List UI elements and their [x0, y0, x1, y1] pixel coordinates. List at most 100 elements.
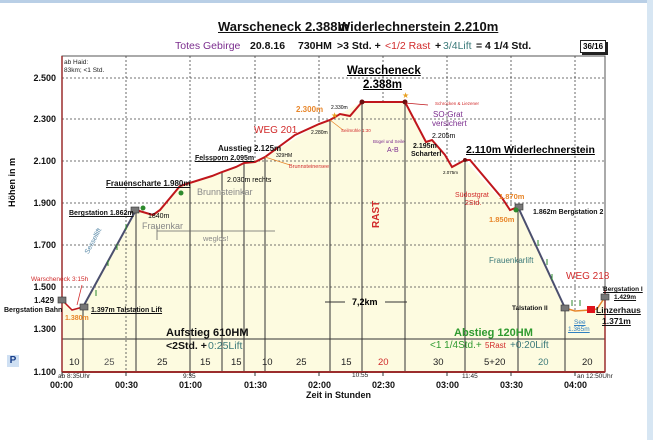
segment-4: 15	[200, 357, 211, 368]
segment-10: 30	[433, 357, 444, 368]
talstation-lift-label: 1.397m Talstation Lift	[91, 307, 163, 314]
time-0935: 9:35	[183, 373, 196, 380]
descent-rest: 5Rast	[485, 341, 506, 350]
x-tick-0400: 04:00	[564, 380, 588, 390]
window-top-border	[0, 0, 653, 3]
m2300-label: 2.300m	[296, 105, 324, 114]
bergstation2-label: 1.862m Bergstation 2	[533, 209, 604, 216]
profile-fill	[62, 102, 605, 372]
segment-1: 10	[69, 357, 80, 368]
linzerhaus-label: Linzerhaus	[596, 305, 641, 315]
time-rest-label: <1/2 Rast	[385, 40, 431, 52]
frauenkarlift-label: Frauenkarlift	[489, 256, 534, 265]
time-1145: 11:45	[462, 373, 478, 380]
segment-7: 25	[296, 357, 307, 368]
x-tick-0030: 00:30	[115, 380, 139, 390]
y-tick-1500: 1.500	[33, 282, 56, 292]
suedostgrat-label-2: 2Std.	[465, 200, 482, 207]
linzerhaus-height-label: 1.371m	[602, 316, 631, 326]
segment-13: 20	[582, 357, 593, 368]
time-total-label: = 4 1/4 Std.	[476, 40, 532, 52]
m1850-label: 1.850m	[489, 215, 515, 224]
time-walk-label: >3 Std. +	[337, 40, 381, 52]
segment-8: 15	[341, 357, 352, 368]
y-tick-1100: 1.100	[33, 367, 56, 377]
note-line1: ab Haid:	[64, 59, 89, 66]
rast-label: RAST	[371, 200, 382, 228]
parking-icon: P	[7, 355, 19, 367]
see-label: See	[574, 319, 586, 326]
x-tick-0000: 00:00	[50, 380, 74, 390]
weg201-label: WEG 201	[254, 125, 298, 136]
frauenscharte-label: Frauenscharte 1.980m	[106, 179, 191, 188]
time-end: an 12:50Uhr	[577, 373, 613, 380]
x-axis-title: Zeit in Stunden	[306, 390, 371, 400]
y-tick-1300: 1.300	[33, 324, 56, 334]
descent-title: Abstieg 120HM	[454, 327, 533, 339]
sessellift-line	[82, 209, 137, 308]
svg-text:★: ★	[331, 111, 338, 120]
time-lift-label: 3/4Lift	[443, 40, 472, 52]
schrocken-label: Schrocken & Liezener	[435, 101, 480, 106]
brunnsteinersee-label: Brunnsteinersee	[289, 164, 330, 170]
bergstation-I-label: Bergstation I	[603, 286, 643, 293]
segment-12: 20	[538, 357, 549, 368]
segment-3: 25	[157, 357, 168, 368]
brunnsteinkar-label: Brunnsteinkar	[197, 187, 253, 197]
widerlechnerstein-label: 2.110m Widerlechnerstein	[466, 144, 595, 156]
profile-line	[135, 101, 519, 217]
felssporn-label: Felssporn 2.095m	[195, 155, 255, 162]
sograt-label-1: SO-Grat	[433, 110, 463, 119]
sograt-label-2: versichert	[432, 119, 467, 128]
x-tick-0100: 01:00	[179, 380, 203, 390]
m2205-label: 2.205m	[432, 133, 456, 140]
time-plus-label: +	[435, 40, 442, 52]
suedostgrat-label-1: Südostgrat	[455, 192, 489, 199]
segment-2: 25	[104, 357, 115, 368]
x-tick-0230: 02:30	[372, 380, 396, 390]
note-line2: 83km; <1 Std.	[64, 67, 105, 74]
distance-label: 7,2km	[352, 297, 378, 307]
hm329-label: 329HM	[276, 153, 293, 159]
y-tick-1700: 1.700	[33, 240, 56, 250]
svg-text:★: ★	[402, 91, 409, 100]
y-tick-1900: 1.900	[33, 198, 56, 208]
segment-9: 20	[378, 357, 389, 368]
x-tick-0300: 03:00	[436, 380, 460, 390]
weg218-label: WEG 218	[566, 271, 610, 282]
m1380-label: 1.380m	[65, 315, 89, 322]
time-1055: 10:55	[352, 372, 369, 379]
elevation-gain-label: 730HM	[298, 40, 332, 52]
descent-lift: +0:20Lift	[510, 340, 549, 351]
y-tick-2100: 2.100	[33, 156, 56, 166]
y-axis-title: Höhen in m	[7, 158, 17, 207]
x-tick-0330: 03:30	[500, 380, 524, 390]
title-peak2: Widerlechnerstein 2.210m	[338, 19, 499, 34]
ausstieg-label: Ausstieg 2.125m	[218, 144, 282, 153]
region-label: Totes Gebirge	[175, 40, 241, 52]
descent-time: <1 1/4Std.+	[430, 340, 482, 351]
bergstation-I-height-label: 1.429m	[614, 294, 637, 301]
h1429-label: 1.429	[34, 296, 55, 305]
y-tick-2500: 2.500	[33, 73, 56, 83]
window-right-border	[647, 0, 653, 440]
ascent-lift: 0:25Lift	[208, 340, 243, 352]
bergstation-bahn-label: Bergstation Bahn	[4, 307, 63, 314]
bergstation-1862-label: Bergstation 1.862m	[69, 210, 134, 217]
summit-label: Warscheneck	[347, 65, 421, 77]
see-height-label: 1.365m	[568, 326, 590, 333]
y-tick-2300: 2.300	[33, 114, 56, 124]
buegel-label: Bügel und Seile	[373, 139, 405, 144]
ab-label: A-B	[387, 147, 399, 154]
segment-6: 10	[262, 357, 273, 368]
time-start: ab 8:35Uhr	[58, 373, 91, 380]
m2330-label: 2.330m	[331, 105, 348, 111]
seilmuehle-label: Seilmühle 1:30	[341, 128, 371, 133]
m1840-label: 1840m	[148, 213, 170, 220]
frauenkarlift-line	[517, 206, 566, 309]
m2195-label: 2.195m	[413, 143, 437, 150]
warscheneck-315-label: Warscheneck 3:15h	[31, 276, 89, 283]
frauenkar-label: Frauenkar	[142, 221, 184, 231]
m2280-label: 2.280m	[311, 130, 328, 136]
x-tick-0130: 01:30	[244, 380, 268, 390]
